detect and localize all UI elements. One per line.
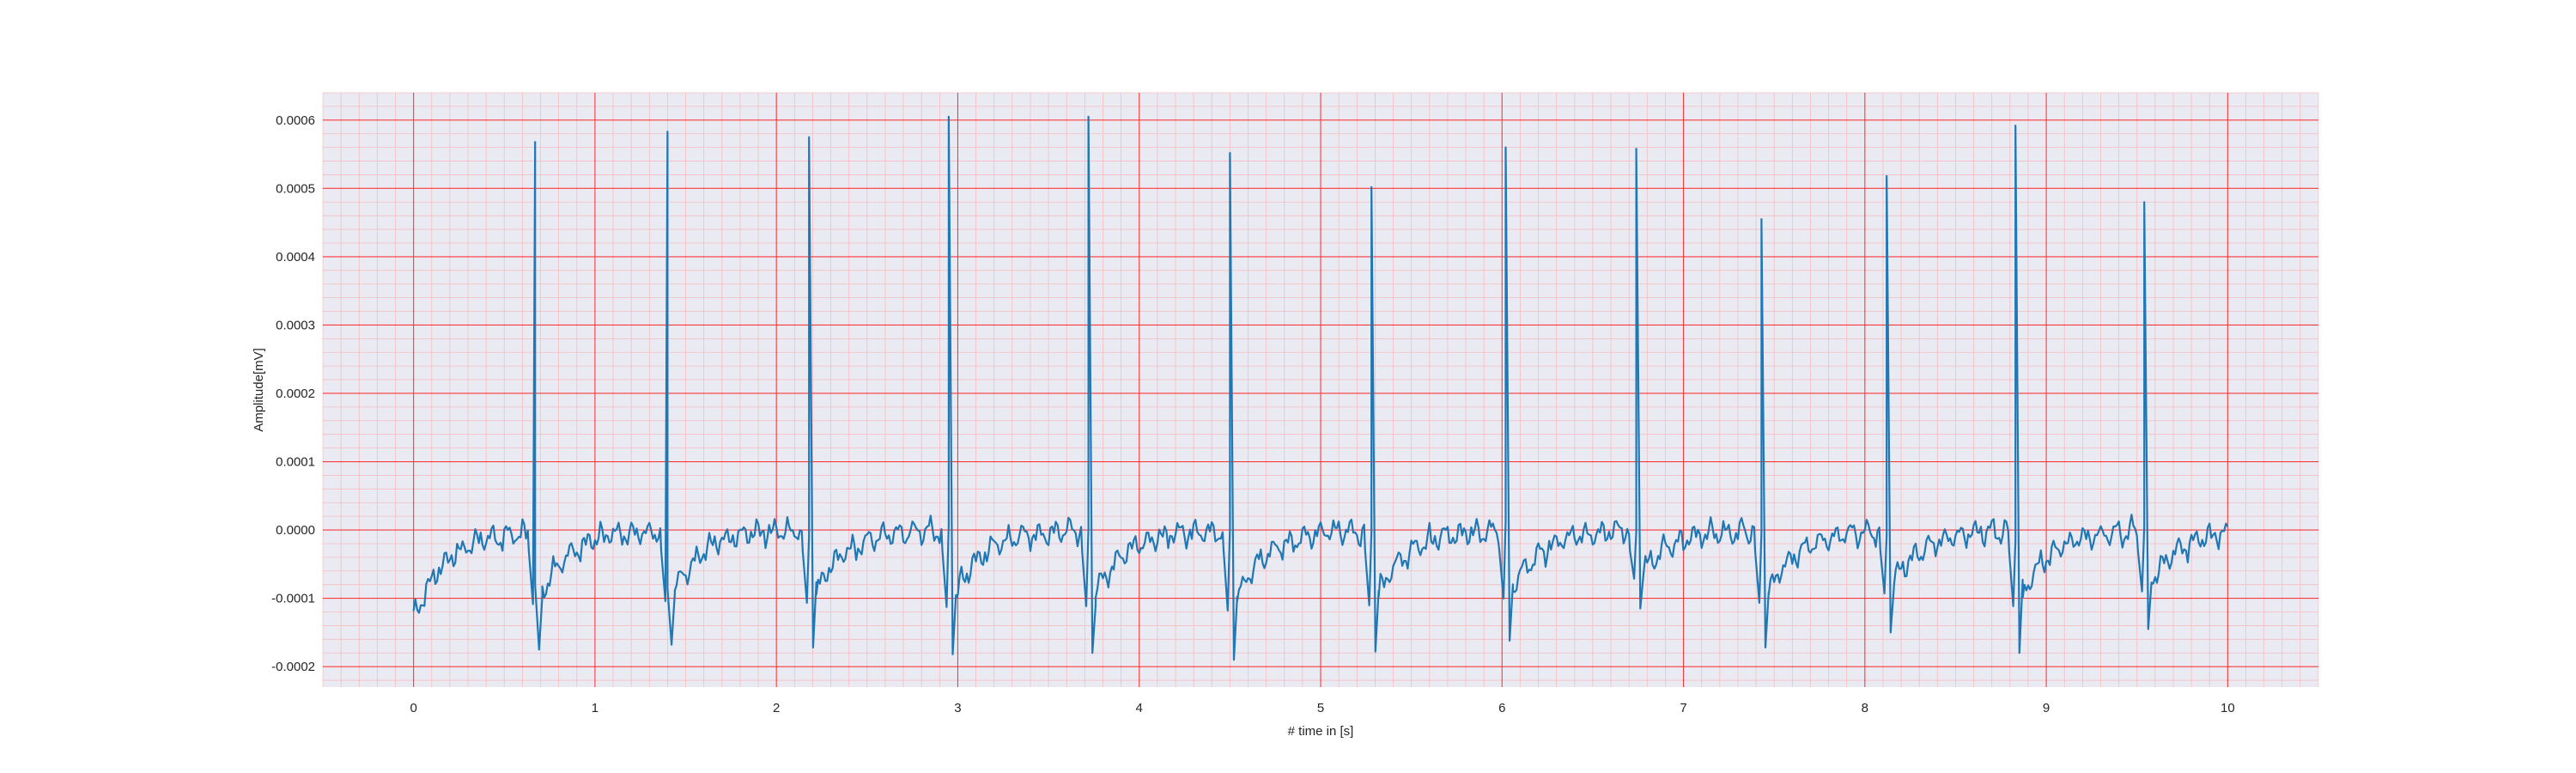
x-tick-label: 9 <box>2043 701 2050 715</box>
x-tick-label: 10 <box>2221 701 2235 715</box>
y-tick-label: 0.0004 <box>276 250 315 265</box>
y-tick-label: 0.0003 <box>276 318 315 332</box>
y-tick-label: 0.0006 <box>276 113 315 128</box>
x-tick-label: 4 <box>1136 701 1143 715</box>
y-tick-label: -0.0002 <box>271 660 315 674</box>
y-tick-label: 0.0000 <box>276 523 315 538</box>
x-tick-label: 6 <box>1498 701 1505 715</box>
y-axis-ticks: -0.0002 -0.0001 0.0000 0.0001 0.0002 0.0003 0.… <box>271 113 315 674</box>
y-tick-label: -0.0001 <box>271 592 315 606</box>
x-tick-label: 5 <box>1317 701 1324 715</box>
x-tick-label: 7 <box>1680 701 1686 715</box>
x-tick-label: 2 <box>773 701 780 715</box>
major-grid <box>323 93 2318 687</box>
y-tick-label: 0.0005 <box>276 181 315 196</box>
y-axis-label: Amplitude[mV] <box>252 348 266 432</box>
x-axis-ticks: 0 1 2 3 4 5 6 7 8 9 10 <box>410 701 2234 715</box>
x-axis-label: # time in [s] <box>1288 724 1354 739</box>
x-tick-label: 1 <box>592 701 598 715</box>
x-tick-label: 0 <box>410 701 416 715</box>
y-tick-label: 0.0001 <box>276 455 315 470</box>
x-tick-label: 8 <box>1862 701 1868 715</box>
y-tick-label: 0.0002 <box>276 386 315 401</box>
x-tick-label: 3 <box>954 701 961 715</box>
ecg-series-line <box>412 115 2229 661</box>
